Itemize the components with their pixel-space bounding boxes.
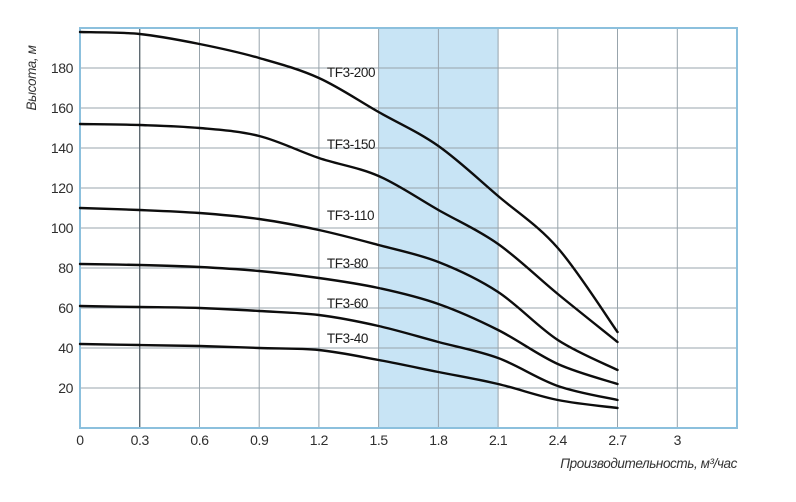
curve-label-tf3-110: TF3-110 — [327, 208, 374, 223]
curve-label-tf3-60: TF3-60 — [327, 296, 368, 311]
y-tick-label: 120 — [51, 180, 74, 196]
y-tick-label: 80 — [58, 260, 73, 276]
y-tick-label: 60 — [58, 300, 73, 316]
x-tick-label: 0.6 — [190, 432, 209, 448]
curve-tf3-60 — [78, 304, 619, 402]
x-tick-label: 3 — [674, 432, 682, 448]
x-tick-label: 2.1 — [489, 432, 508, 448]
x-tick-label: 1.5 — [369, 432, 388, 448]
curve-label-tf3-200: TF3-200 — [327, 65, 375, 80]
x-tick-label: 0.9 — [250, 432, 269, 448]
x-axis-title: Производительность, м³/час — [560, 456, 737, 471]
curve-label-tf3-80: TF3-80 — [327, 256, 368, 271]
curve-label-tf3-40: TF3-40 — [327, 331, 368, 346]
curve-tf3-110 — [78, 206, 619, 372]
curve-tf3-40 — [78, 342, 619, 410]
y-tick-label: 100 — [51, 220, 74, 236]
plot-border — [79, 27, 738, 429]
x-tick-label: 2.7 — [608, 432, 627, 448]
y-tick-label: 40 — [58, 340, 73, 356]
curve-tf3-80 — [78, 262, 619, 386]
x-tick-label: 1.2 — [310, 432, 329, 448]
x-tick-label: 0.3 — [131, 432, 150, 448]
y-tick-label: 160 — [51, 100, 74, 116]
y-tick-label: 180 — [51, 60, 74, 76]
y-tick-label: 140 — [51, 140, 74, 156]
y-tick-label: 20 — [58, 380, 73, 396]
y-axis-title: Высота, м — [24, 45, 39, 110]
curve-tf3-150 — [78, 122, 619, 344]
x-tick-label: 1.8 — [429, 432, 448, 448]
curve-label-tf3-150: TF3-150 — [327, 137, 375, 152]
curve-tf3-200 — [78, 30, 619, 334]
x-tick-label: 0 — [76, 432, 84, 448]
x-tick-label: 2.4 — [549, 432, 568, 448]
